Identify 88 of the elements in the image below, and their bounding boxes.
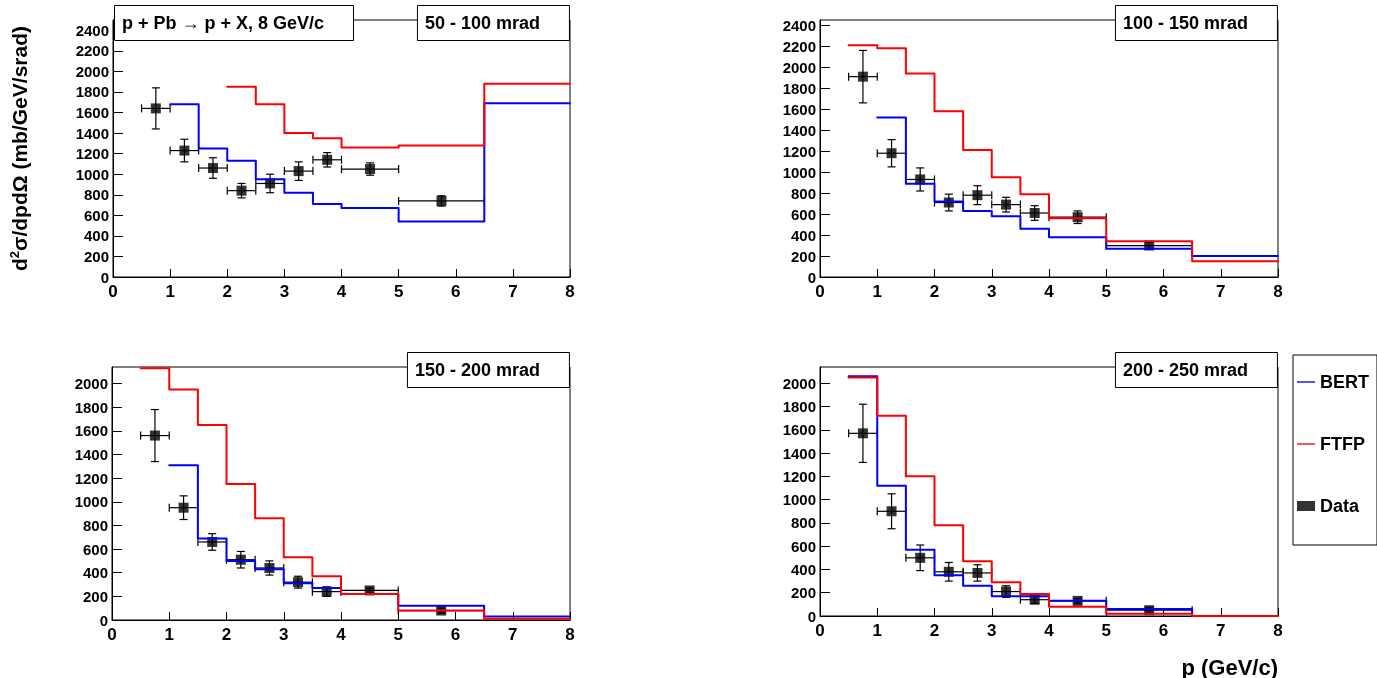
- y-tick-label: 2400: [75, 21, 109, 39]
- x-tick-label: 7: [1216, 621, 1226, 640]
- annotation: p + Pb → p + X, 8 GeV/c: [122, 13, 325, 33]
- y-tick-label: 0: [807, 607, 816, 625]
- y-tick-label: 2000: [782, 58, 816, 76]
- x-tick-label: 5: [1101, 282, 1111, 301]
- y-tick-label: 1000: [74, 493, 108, 511]
- x-tick-label: 5: [1101, 621, 1111, 640]
- y-tick-label: 400: [83, 227, 109, 245]
- y-tick-label: 200: [82, 587, 108, 605]
- y-tick-label: 600: [790, 537, 816, 555]
- y-axis-title: d2σ/dpdΩ (mb/GeV/srad): [7, 26, 31, 271]
- x-tick-label: 4: [336, 625, 347, 644]
- y-tick-label: 1600: [75, 104, 109, 122]
- x-tick-label: 3: [987, 282, 997, 301]
- y-tick-label: 800: [790, 514, 816, 532]
- y-tick-label: 200: [790, 584, 816, 602]
- x-tick-label: 8: [1273, 621, 1283, 640]
- x-tick-label: 6: [450, 625, 461, 644]
- x-tick-label: 1: [872, 282, 882, 301]
- y-tick-label: 1400: [782, 444, 816, 462]
- y-tick-label: 1800: [74, 398, 108, 416]
- x-tick-label: 7: [508, 625, 518, 644]
- y-tick-label: 800: [790, 184, 816, 202]
- y-tick-label: 1400: [782, 121, 816, 139]
- x-tick-label: 2: [929, 621, 940, 640]
- y-tick-label: 1200: [74, 469, 108, 487]
- x-tick-label: 2: [221, 625, 232, 644]
- chart-title: 150 - 200 mrad: [414, 360, 540, 380]
- x-tick-label: 4: [336, 282, 347, 301]
- y-tick-label: 800: [82, 516, 108, 534]
- x-tick-label: 1: [872, 621, 882, 640]
- y-tick-label: 2400: [782, 16, 816, 34]
- y-tick-label: 1800: [782, 398, 816, 416]
- y-tick-label: 2200: [782, 37, 816, 55]
- y-tick-label: 200: [790, 247, 816, 265]
- y-tick-label: 600: [82, 540, 108, 558]
- y-tick-label: 1200: [782, 142, 816, 160]
- x-tick-label: 1: [165, 282, 175, 301]
- y-tick-label: 1200: [75, 145, 109, 163]
- legend-label: FTFP: [1320, 434, 1365, 454]
- y-tick-label: 1400: [75, 124, 109, 142]
- x-tick-label: 4: [1044, 621, 1055, 640]
- x-tick-label: 3: [279, 625, 289, 644]
- x-tick-label: 5: [393, 625, 403, 644]
- legend-label: Data: [1320, 496, 1360, 516]
- y-tick-label: 400: [790, 226, 816, 244]
- x-tick-label: 7: [1216, 282, 1226, 301]
- x-tick-label: 3: [987, 621, 997, 640]
- x-tick-label: 1: [164, 625, 174, 644]
- y-tick-label: 2000: [782, 374, 816, 392]
- y-tick-label: 1000: [75, 165, 109, 183]
- x-tick-label: 2: [929, 282, 940, 301]
- y-tick-label: 800: [83, 186, 109, 204]
- y-tick-label: 2000: [74, 375, 108, 393]
- y-tick-label: 600: [790, 205, 816, 223]
- y-tick-label: 1800: [782, 79, 816, 97]
- chart-title: 50 - 100 mrad: [424, 13, 541, 33]
- y-tick-label: 1600: [74, 422, 108, 440]
- x-tick-label: 6: [451, 282, 461, 301]
- y-tick-label: 1000: [782, 491, 816, 509]
- x-tick-label: 4: [1044, 282, 1055, 301]
- x-tick-label: 2: [222, 282, 232, 301]
- y-tick-label: 1800: [75, 83, 109, 101]
- y-tick-label: 1000: [782, 163, 816, 181]
- y-tick-label: 400: [790, 560, 816, 578]
- legend-label: BERT: [1320, 372, 1369, 392]
- y-tick-label: 0: [100, 268, 109, 286]
- y-tick-label: 0: [807, 268, 816, 286]
- x-tick-label: 8: [565, 625, 575, 644]
- y-tick-label: 600: [83, 206, 109, 224]
- x-tick-label: 6: [1158, 282, 1169, 301]
- x-tick-label: 8: [565, 282, 575, 301]
- x-tick-label: 8: [1273, 282, 1283, 301]
- chart-title: 100 - 150 mrad: [1122, 13, 1248, 33]
- y-tick-label: 1600: [782, 100, 816, 118]
- y-tick-label: 1200: [782, 467, 816, 485]
- x-tick-label: 7: [508, 282, 518, 301]
- y-tick-label: 200: [83, 247, 109, 265]
- x-tick-label: 6: [1158, 621, 1169, 640]
- x-tick-label: 5: [393, 282, 404, 301]
- y-tick-label: 2200: [75, 42, 109, 60]
- y-tick-label: 400: [82, 564, 108, 582]
- y-tick-label: 1600: [782, 421, 816, 439]
- y-tick-label: 2000: [75, 62, 109, 80]
- chart-title: 200 - 250 mrad: [1122, 360, 1248, 380]
- y-tick-label: 1400: [74, 445, 108, 463]
- x-tick-label: 3: [279, 282, 290, 301]
